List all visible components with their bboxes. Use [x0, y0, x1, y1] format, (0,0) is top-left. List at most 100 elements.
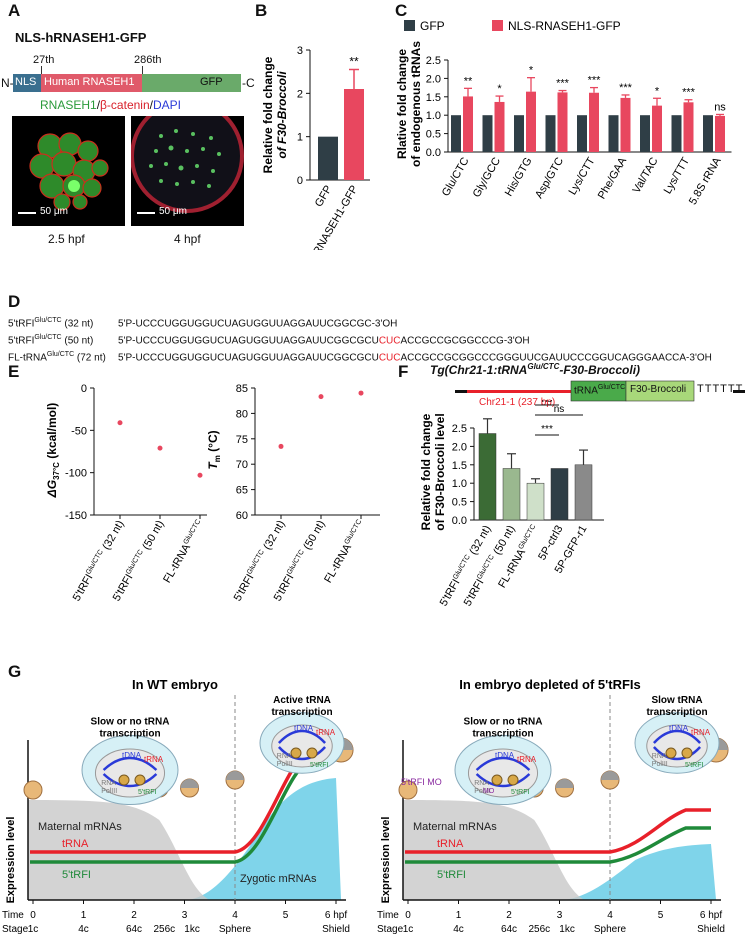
rnapol-label: RNA	[277, 753, 292, 760]
stage-value: 64c	[501, 924, 517, 935]
nucleus-title-1: Slow or no tRNA	[91, 716, 170, 727]
transgene-title: Tg(Chr21-1:tRNAGlu/CTC-F30-Broccoli)	[430, 362, 641, 377]
tfri-curve-label: 5'tRFI	[62, 869, 91, 881]
bar	[577, 115, 587, 152]
y-axis-label: Relative fold change	[261, 56, 275, 173]
scale-bar-1	[18, 212, 36, 214]
sequence-row: 5'tRFIGlu/CTC (50 nt) 5'P-UCCCUGGUGGUCUAG…	[8, 334, 530, 346]
data-point	[197, 472, 203, 478]
tdna-strand	[475, 756, 531, 771]
rnapol-label: RNA	[101, 780, 116, 787]
nucleus-title-2: transcription	[99, 728, 160, 739]
f30-box-label: F30-Broccoli	[630, 384, 687, 395]
tick-start	[41, 66, 42, 74]
bar	[526, 91, 536, 152]
sequence-name: FL-tRNAGlu/CTC (72 nt)	[8, 351, 106, 364]
time-value: 3	[182, 910, 188, 921]
chart-f: 0.00.51.01.52.02.55'tRFIGlu/CTC (32 nt)5…	[419, 400, 604, 608]
time-value: 1	[456, 910, 462, 921]
data-point	[117, 420, 123, 426]
tdna-strand-2	[102, 773, 158, 788]
maternal-area	[28, 800, 210, 900]
data-point	[318, 394, 324, 400]
y-tick-label: -100	[65, 468, 87, 480]
significance-label: ns	[554, 404, 565, 415]
tfri-label: 5'tRFI	[685, 762, 704, 769]
sequence-name: 5'tRFIGlu/CTC (32 nt)	[8, 317, 94, 330]
bar	[640, 115, 650, 152]
mo-label: 5'tRFI MO	[401, 777, 442, 787]
data-point	[358, 390, 364, 396]
tdna-strand	[277, 729, 327, 744]
stage-value: Shield	[322, 924, 350, 935]
legend-swatch-nls	[492, 20, 503, 31]
significance: *	[655, 85, 660, 97]
data-point	[157, 445, 163, 451]
tfri-curve-label: 5'tRFI	[437, 869, 466, 881]
y-tick-label: 0.5	[452, 497, 467, 509]
time-value: 5	[283, 910, 289, 921]
y-tick-label: 2.5	[452, 423, 467, 435]
y-tick-label: 60	[236, 510, 248, 522]
construct-title: NLS-hRNASEH1-GFP	[15, 30, 147, 45]
x-tick-label: Asp/GTC	[533, 155, 566, 200]
panel-label-g: G	[8, 662, 22, 681]
y-tick-label: 0	[297, 175, 303, 187]
y-tick-label: 0.5	[426, 129, 441, 141]
significance: ***	[588, 75, 602, 87]
pos-end: 286th	[134, 54, 162, 66]
stage-label-1: 2.5 hpf	[48, 232, 85, 246]
rnapol-label: RNA	[652, 753, 667, 760]
legend-label-nls: NLS-RNASEH1-GFP	[508, 19, 621, 33]
maternal-label: Maternal mRNAs	[413, 821, 497, 833]
y-tick-label: 70	[236, 459, 248, 471]
scale-label-1: 50 μm	[40, 206, 68, 217]
zygotic-label: Zygotic mRNAs	[240, 873, 317, 885]
trna-curve-label: tRNA	[62, 838, 89, 850]
pol3-icon	[118, 774, 130, 786]
tick-end	[142, 66, 143, 74]
expression-axis-label: Expression level	[5, 817, 17, 904]
x-tick-label: 5.8S rRNA	[687, 155, 724, 207]
zygotic-area	[559, 844, 717, 900]
stage-value: Shield	[697, 924, 725, 935]
scale-bar-2	[137, 212, 155, 214]
time-value: 3	[557, 910, 563, 921]
y-axis-label-2: of F30-Broccoli level	[433, 413, 447, 530]
terminator-label: TTTTTT	[697, 383, 744, 395]
embryo-cap	[226, 771, 244, 780]
nucleus-title-2: transcription	[472, 728, 533, 739]
time-value: 0	[405, 910, 411, 921]
tfri-label: 5'tRFI	[511, 789, 530, 796]
time-value: 0	[30, 910, 36, 921]
rnapol-label: RNA	[474, 780, 489, 787]
time-row-label: Time	[2, 910, 24, 921]
y-tick-label: 2	[297, 88, 303, 100]
bar	[545, 115, 556, 152]
bar	[463, 96, 473, 152]
micrograph-2-5hpf: 50 μm	[12, 116, 125, 226]
pol3-icon-2	[306, 747, 318, 759]
transgene-construct	[455, 380, 745, 402]
bar	[683, 102, 694, 152]
tdna-strand	[652, 729, 702, 744]
bar	[671, 115, 682, 152]
trna-label: tRNA	[691, 728, 711, 737]
trna-curve-label: tRNA	[437, 838, 464, 850]
x-tick-label: Lys/CTT	[567, 155, 598, 197]
pol3-icon-2	[134, 774, 146, 786]
y-axis-label-2: of endogenous tRNAs	[409, 41, 423, 167]
stage-value: 256c	[153, 924, 175, 935]
maternal-label: Maternal mRNAs	[38, 821, 122, 833]
bar	[589, 92, 599, 152]
nucleus-title-2: transcription	[271, 707, 332, 718]
time-value: 6 hpf	[700, 910, 722, 921]
micrograph-1-svg	[29, 132, 109, 211]
stage-value: 1c	[28, 924, 39, 935]
bar	[574, 464, 593, 521]
y-tick-label: 1.0	[426, 110, 441, 122]
chart-c: 0.0 0.5 1.0 1.5 2.0 2.5 ** Glu/CTC * Gly/GCC * His/…	[395, 19, 732, 207]
y-tick-label: 75	[236, 434, 248, 446]
